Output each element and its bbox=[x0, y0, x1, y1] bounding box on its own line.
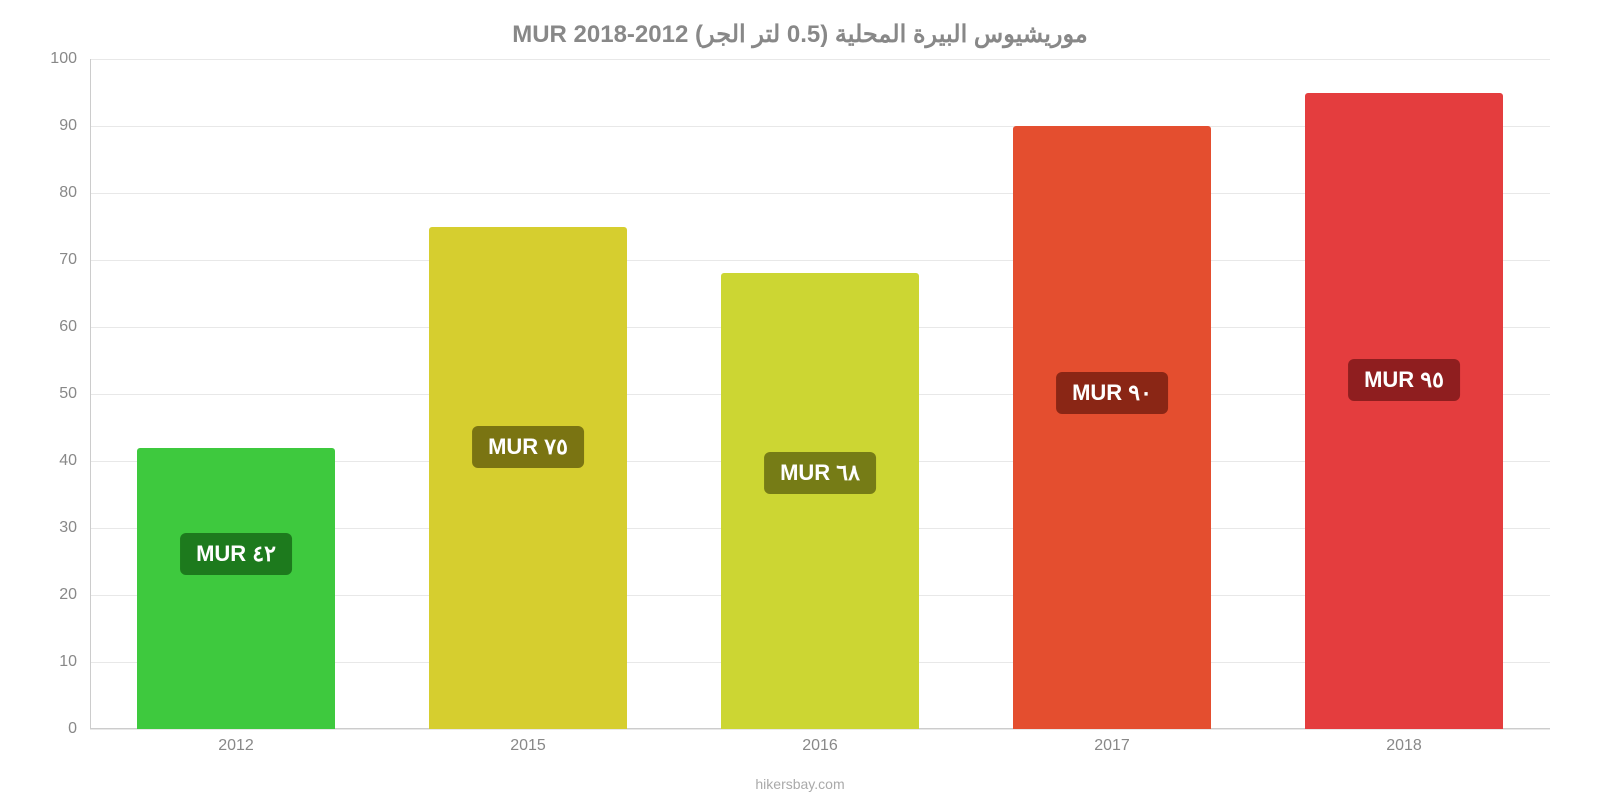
y-axis: 0102030405060708090100 bbox=[40, 59, 85, 729]
x-tick-label: 2012 bbox=[90, 729, 382, 759]
bars-group: ٤٢ MUR ٧٥ MUR ٦٨ MUR ٩٠ MUR ٩٥ MUR bbox=[90, 59, 1550, 729]
y-tick: 100 bbox=[50, 50, 77, 68]
bar-value-label: ٦٨ MUR bbox=[764, 452, 876, 494]
bar-slot: ٩٠ MUR bbox=[966, 59, 1258, 729]
y-tick: 30 bbox=[59, 519, 77, 537]
y-tick: 10 bbox=[59, 653, 77, 671]
bar bbox=[721, 273, 920, 729]
chart-container: موريشيوس البيرة المحلية (0.5 لتر الجر) M… bbox=[40, 20, 1560, 760]
bar-slot: ٧٥ MUR bbox=[382, 59, 674, 729]
chart-title: موريشيوس البيرة المحلية (0.5 لتر الجر) M… bbox=[40, 20, 1560, 49]
bar bbox=[1013, 126, 1212, 729]
plot-area: 0102030405060708090100 ٤٢ MUR٧٥ MUR٦٨ MU… bbox=[90, 59, 1550, 729]
y-tick: 40 bbox=[59, 452, 77, 470]
y-tick: 0 bbox=[68, 720, 77, 738]
x-tick-label: 2016 bbox=[674, 729, 966, 759]
x-tick-label: 2017 bbox=[966, 729, 1258, 759]
y-tick: 60 bbox=[59, 318, 77, 336]
bar-value-label: ٩٠ MUR bbox=[1056, 372, 1168, 414]
bar bbox=[429, 227, 628, 730]
y-tick: 50 bbox=[59, 385, 77, 403]
attribution: hikersbay.com bbox=[0, 776, 1600, 792]
x-tick-label: 2015 bbox=[382, 729, 674, 759]
y-tick: 90 bbox=[59, 117, 77, 135]
bar-value-label: ٤٢ MUR bbox=[180, 533, 292, 575]
bar-value-label: ٩٥ MUR bbox=[1348, 359, 1460, 401]
y-tick: 20 bbox=[59, 586, 77, 604]
bar-value-label: ٧٥ MUR bbox=[472, 426, 584, 468]
y-tick: 80 bbox=[59, 184, 77, 202]
x-axis-labels: 20122015201620172018 bbox=[90, 729, 1550, 759]
bar bbox=[1305, 93, 1504, 730]
y-tick: 70 bbox=[59, 251, 77, 269]
bar-slot: ٦٨ MUR bbox=[674, 59, 966, 729]
bar-slot: ٤٢ MUR bbox=[90, 59, 382, 729]
bar-slot: ٩٥ MUR bbox=[1258, 59, 1550, 729]
x-tick-label: 2018 bbox=[1258, 729, 1550, 759]
bar bbox=[137, 448, 336, 729]
